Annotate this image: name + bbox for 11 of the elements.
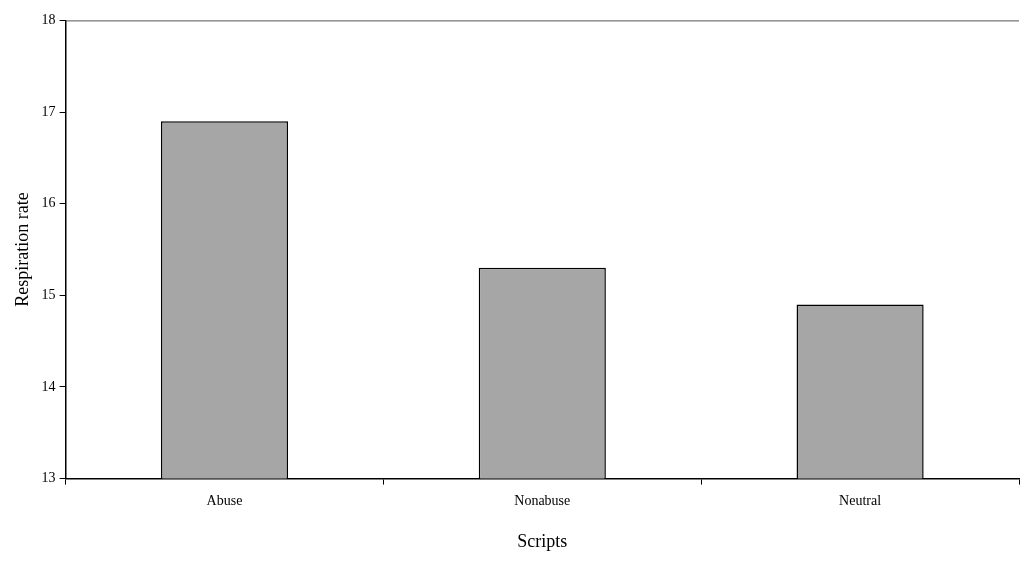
x-tick-label: Nonabuse [514, 492, 571, 508]
x-axis-title: Scripts [517, 530, 568, 551]
y-tick-label: 14 [41, 378, 56, 394]
y-axis-title: Respiration rate [11, 192, 32, 307]
y-tick-label: 16 [41, 195, 56, 211]
y-tick-label: 17 [41, 103, 56, 119]
y-tick-label: 15 [41, 286, 56, 302]
y-tick-label: 18 [41, 12, 56, 28]
x-tick-label: Abuse [206, 492, 243, 508]
x-tick-label: Neutral [839, 492, 882, 508]
y-tick-label: 13 [41, 470, 56, 486]
